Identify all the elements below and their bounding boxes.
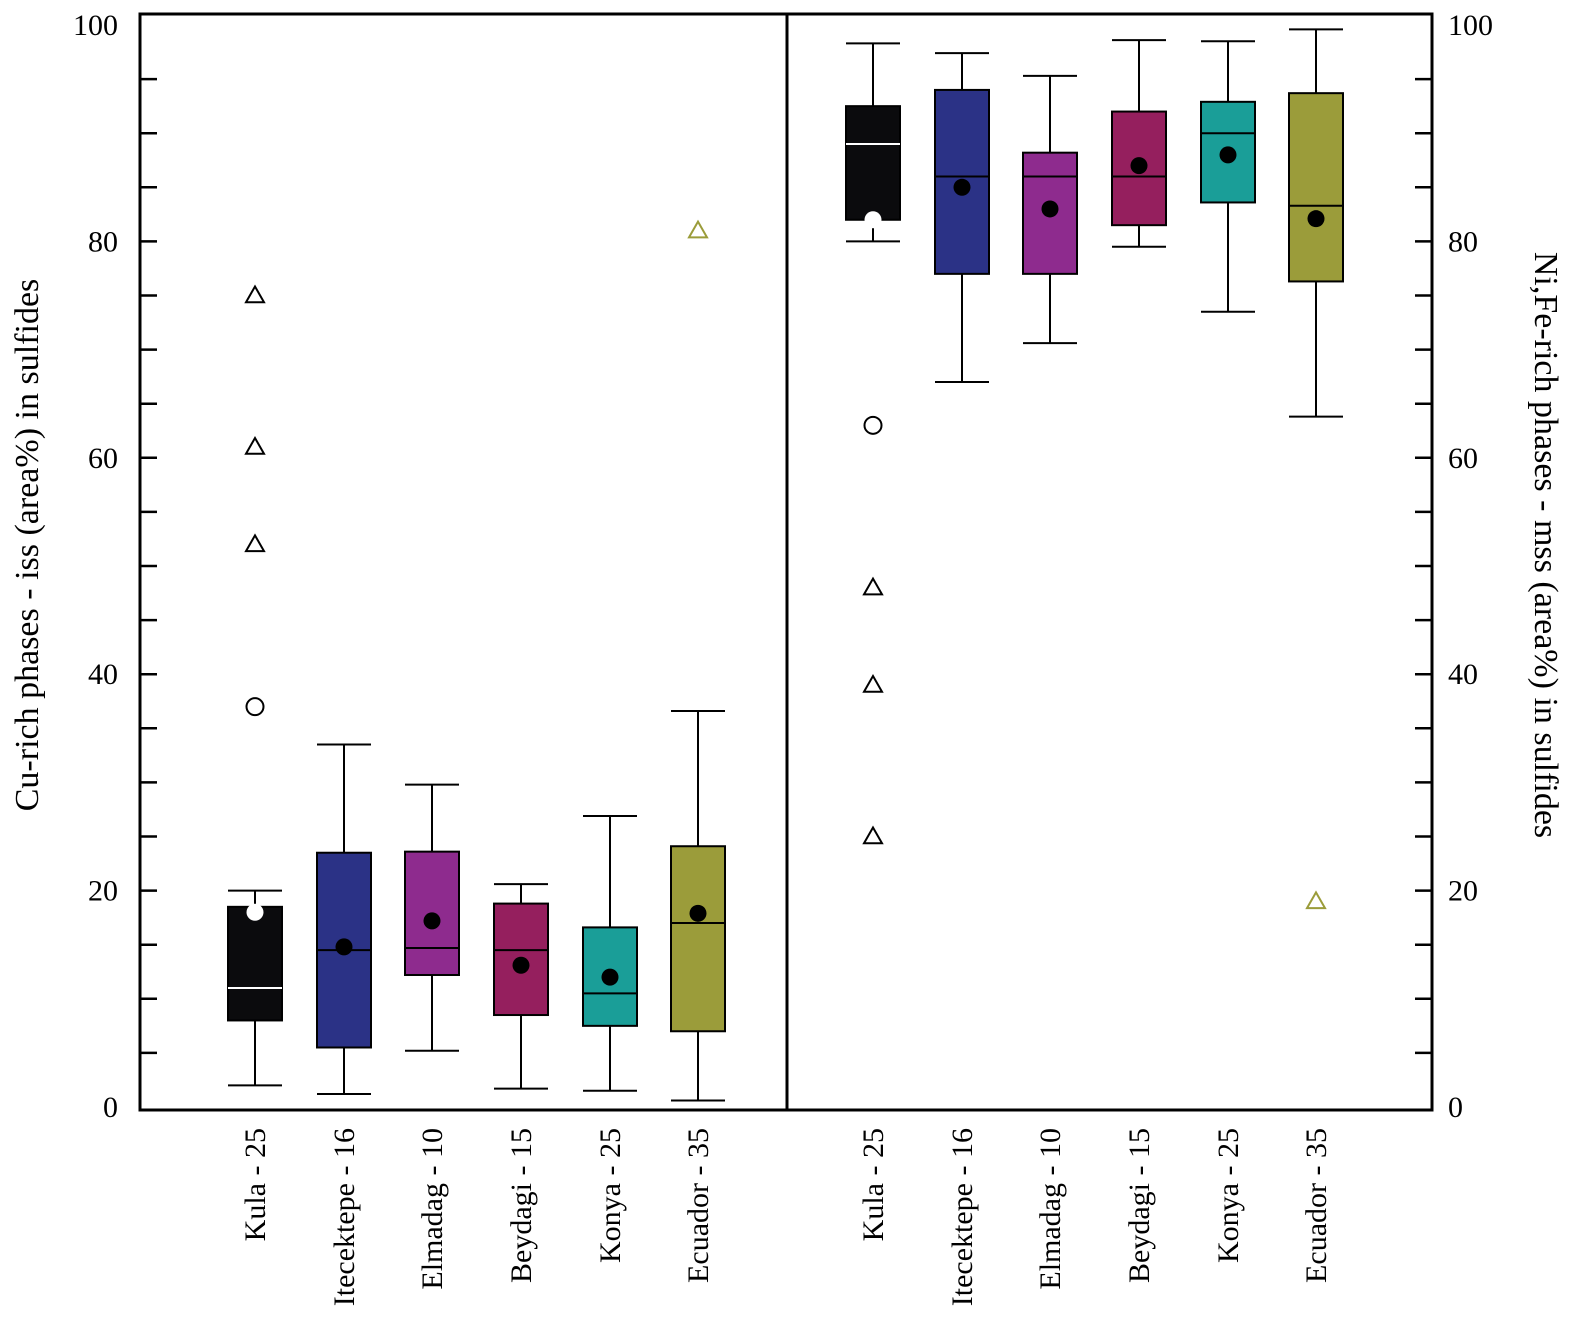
x-category-label: Kula - 25: [239, 1128, 272, 1241]
x-category-label: Konya - 25: [1212, 1128, 1245, 1263]
mean-marker: [246, 903, 264, 921]
box-itecektepe: [934, 52, 990, 384]
y-tick-label-left: 100: [73, 9, 118, 42]
x-category-label: Konya - 25: [594, 1128, 627, 1263]
y-tick-label-right: 0: [1448, 1091, 1463, 1124]
box-beydagi: [1111, 39, 1167, 248]
mean-marker: [423, 912, 441, 930]
box-ecuador: [1288, 28, 1344, 418]
x-category-label: Beydagi - 15: [505, 1128, 538, 1283]
box-iqr: [845, 105, 901, 221]
y-tick-label-left: 60: [88, 442, 118, 475]
x-category-label: Beydagi - 15: [1123, 1128, 1156, 1283]
outlier-triangle: [687, 219, 709, 239]
mean-marker: [1219, 146, 1237, 164]
mean-marker: [953, 178, 971, 196]
x-category-label: Ecuador - 35: [682, 1128, 715, 1283]
box-ecuador: [670, 709, 726, 1102]
y-tick-label-left: 80: [88, 225, 118, 258]
y-tick-label-right: 60: [1448, 442, 1478, 475]
box-iqr: [227, 905, 283, 1022]
outlier-triangle: [244, 284, 266, 304]
box-iqr: [1288, 92, 1344, 283]
box-kula: [845, 42, 901, 243]
x-category-label: Elmadag - 10: [416, 1128, 449, 1290]
box-beydagi: [493, 883, 549, 1090]
x-category-label: Itecektepe - 16: [946, 1128, 979, 1306]
outlier-triangle: [1305, 890, 1327, 910]
y-tick-label-right: 100: [1448, 9, 1493, 42]
panel-iss: [227, 219, 726, 1102]
outlier-triangle: [862, 576, 884, 596]
outlier-triangle: [862, 674, 884, 693]
axes: [138, 12, 1434, 1112]
outlier-triangle: [862, 825, 884, 845]
mean-marker: [335, 938, 353, 956]
panel-mss: [845, 28, 1344, 910]
outlier-triangle: [244, 533, 266, 553]
mean-marker: [689, 904, 707, 922]
box-elmadag: [1022, 74, 1078, 345]
y-tick-label-right: 20: [1448, 875, 1478, 908]
box-elmadag: [404, 783, 460, 1052]
mean-marker: [512, 956, 530, 974]
y-tick-label-left: 40: [88, 658, 118, 691]
outlier-triangle: [244, 435, 266, 455]
x-category-label: Elmadag - 10: [1034, 1128, 1067, 1290]
mean-marker: [601, 968, 619, 986]
x-category-label: Kula - 25: [857, 1128, 890, 1241]
mean-marker: [864, 211, 882, 229]
labels: 0 0 20 20 40 40 60 60 80 80 100 100 Kula - 25 Itecekt…: [73, 9, 1493, 1306]
outlier-circle: [863, 415, 883, 435]
y-tick-label-left: 0: [103, 1091, 118, 1124]
mean-marker: [1041, 200, 1059, 218]
mean-marker: [1130, 157, 1148, 175]
box-iqr: [670, 845, 726, 1033]
y-tick-label-left: 20: [88, 875, 118, 908]
mean-marker: [1307, 210, 1325, 228]
box-itecektepe: [316, 743, 372, 1096]
x-category-label: Itecektepe - 16: [328, 1128, 361, 1306]
box-konya: [582, 814, 638, 1092]
box-konya: [1200, 40, 1256, 313]
x-category-label: Ecuador - 35: [1300, 1128, 1333, 1283]
y-axis-title-right: Ni,Fe-rich phases - mss (area%) in sulfi…: [1527, 252, 1564, 838]
y-axis-title-left: Cu-rich phases - iss (area%) in sulfides: [9, 279, 46, 812]
y-tick-label-right: 80: [1448, 225, 1478, 258]
outlier-circle: [245, 697, 265, 717]
box-kula: [227, 889, 283, 1087]
y-tick-label-right: 40: [1448, 658, 1478, 691]
chart-marks: [227, 28, 1344, 1102]
